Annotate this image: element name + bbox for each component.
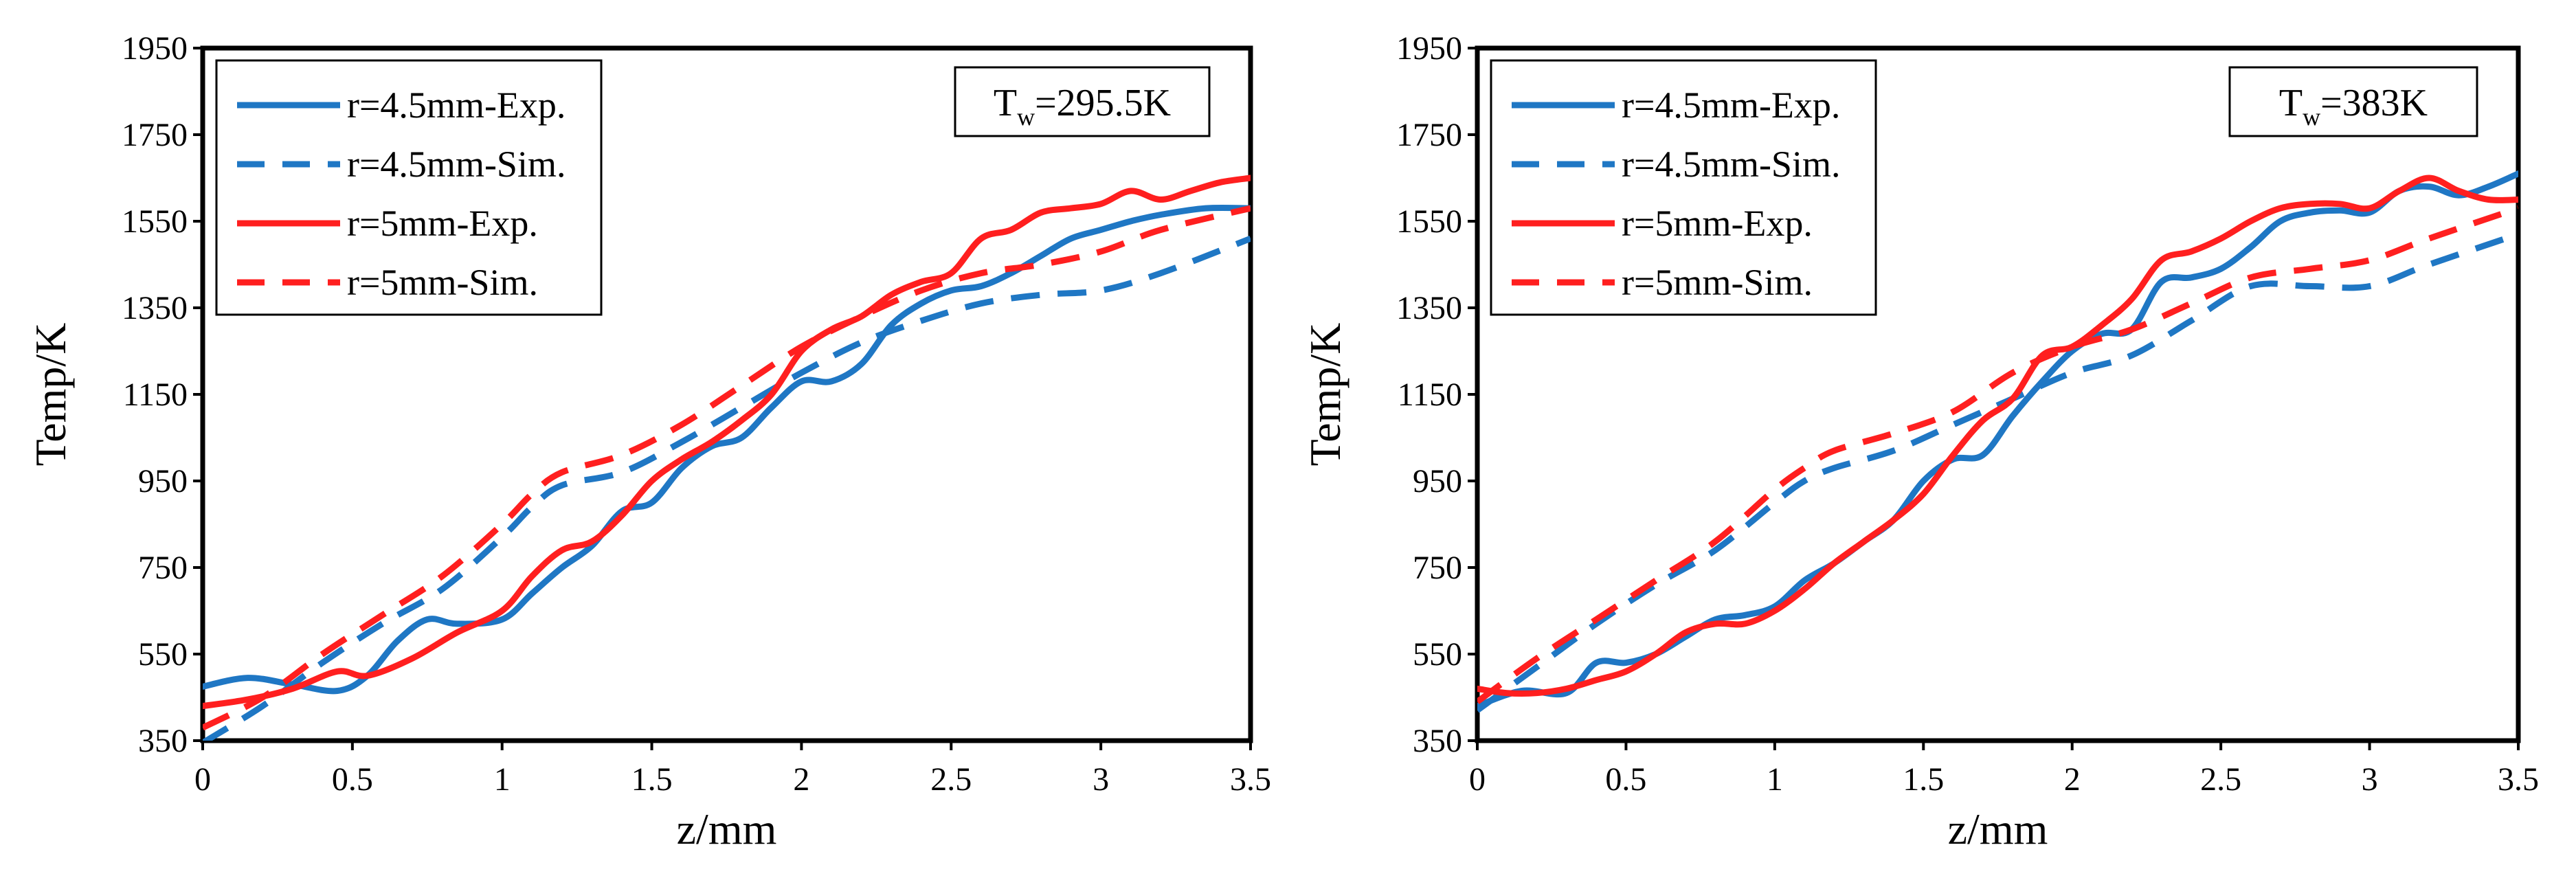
legend-label-1: r=4.5mm-Exp. [347, 85, 565, 126]
legend-label-1: r=4.5mm-Exp. [1622, 85, 1840, 126]
chart-panel-left: 350 550 750 950 1150 1350 1550 1750 1950 0 0.5 1 1.5… [26, 30, 1271, 853]
legend-label-3: r=5mm-Exp. [1622, 203, 1813, 244]
y-axis-title: Temp/K [1301, 323, 1349, 467]
x-tick-label: 2.5 [2200, 761, 2241, 798]
x-tick-label: 3.5 [1230, 761, 1271, 798]
x-tick-label: 1.5 [631, 761, 673, 798]
y-tick-label: 1350 [122, 290, 188, 326]
series-lines [203, 175, 1251, 741]
legend: r=4.5mm-Exp. r=4.5mm-Sim. r=5mm-Exp. r=5mm-… [1490, 59, 1877, 316]
x-tick-label: 3 [1093, 761, 1109, 798]
series-line-3 [203, 175, 1251, 710]
y-tick-label: 550 [1413, 636, 1462, 673]
y-tick-label: 950 [1413, 463, 1462, 499]
legend-label-2: r=4.5mm-Sim. [1622, 144, 1840, 185]
y-tick-label: 1350 [1396, 290, 1462, 326]
x-tick-label: 0 [194, 761, 211, 798]
x-tick-label: 1 [494, 761, 511, 798]
y-tick-label: 350 [1413, 723, 1462, 759]
x-axis-title: z/mm [1948, 805, 2048, 853]
legend: r=4.5mm-Exp. r=4.5mm-Sim. r=5mm-Exp. r=5mm-… [215, 59, 603, 316]
tw-annotation-box [954, 66, 1211, 137]
x-tick-label: 0.5 [1605, 761, 1646, 798]
chart-panel-right: 350 550 750 950 1150 1350 1550 1750 1950 0 0.5 1 1.5… [1301, 30, 2539, 853]
y-tick-label: 550 [138, 636, 188, 673]
tw-annotation-box [2228, 66, 2478, 137]
series-line-4 [1477, 205, 2518, 704]
y-tick-label: 1150 [123, 377, 188, 413]
series-line-3 [1477, 175, 2518, 697]
legend-label-3: r=5mm-Exp. [347, 203, 538, 244]
x-tick-label: 0.5 [332, 761, 373, 798]
x-tick-label: 2.5 [930, 761, 972, 798]
x-tick-label: 2 [2064, 761, 2081, 798]
legend-label-2: r=4.5mm-Sim. [347, 144, 565, 185]
x-tick-label: 3.5 [2498, 761, 2539, 798]
y-tick-label: 1950 [122, 30, 188, 67]
y-tick-label: 1750 [1396, 117, 1462, 153]
x-tick-label: 1 [1767, 761, 1783, 798]
series-lines [1477, 170, 2518, 713]
x-tick-label: 3 [2362, 761, 2378, 798]
x-axis-title: z/mm [677, 805, 777, 853]
series-line-1 [203, 204, 1251, 695]
x-tick-label: 1.5 [1903, 761, 1944, 798]
y-tick-label: 1950 [1396, 30, 1462, 67]
tw-annotation: Tw=295.5K [954, 66, 1211, 137]
y-tick-label: 1550 [122, 203, 188, 240]
tw-annotation-text: Tw=383K [2279, 82, 2428, 131]
x-tick-label: 2 [793, 761, 809, 798]
y-tick-label: 350 [138, 723, 188, 759]
x-tick-label: 0 [1469, 761, 1486, 798]
legend-label-4: r=5mm-Sim. [1622, 262, 1813, 303]
y-tick-label: 1550 [1396, 203, 1462, 240]
tw-annotation-text: Tw=295.5K [994, 82, 1171, 131]
y-axis-title: Temp/K [26, 323, 75, 467]
y-tick-label: 1150 [1398, 377, 1462, 413]
series-line-2 [1477, 231, 2518, 713]
y-tick-label: 950 [138, 463, 188, 499]
legend-label-4: r=5mm-Sim. [347, 262, 538, 303]
series-line-2 [203, 236, 1251, 741]
y-tick-label: 750 [1413, 550, 1462, 586]
tw-annotation: Tw=383K [2228, 66, 2478, 137]
y-tick-label: 750 [138, 550, 188, 586]
y-tick-label: 1750 [122, 117, 188, 153]
series-line-4 [203, 205, 1251, 731]
